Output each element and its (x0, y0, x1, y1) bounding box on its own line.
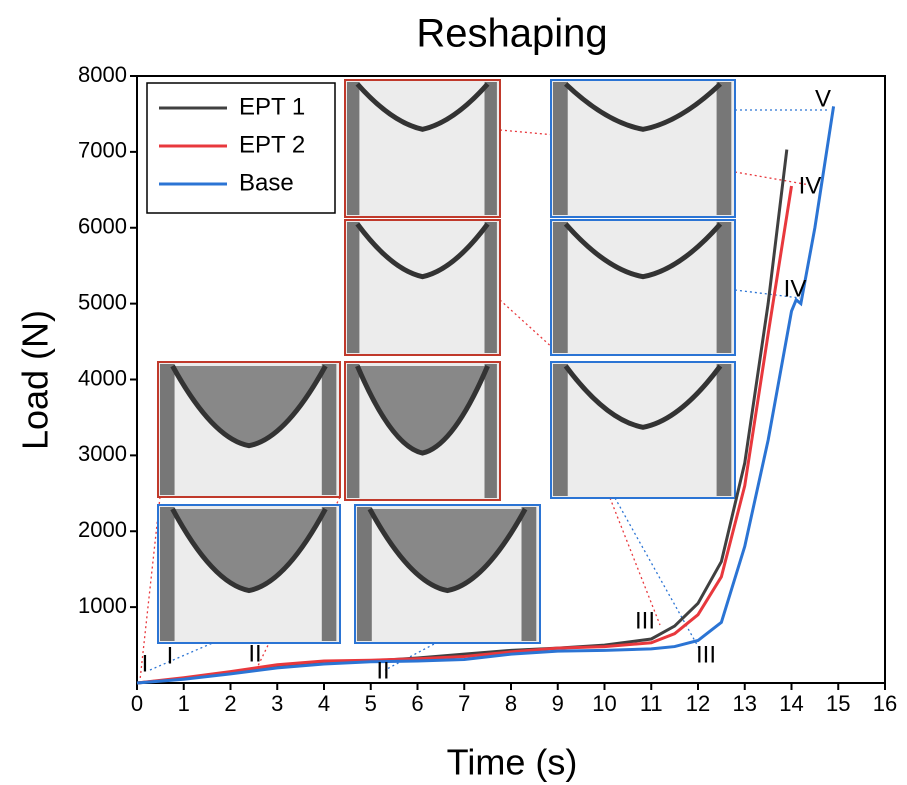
x-tick-label: 12 (686, 691, 710, 716)
inset-border (550, 79, 736, 218)
inset-border (157, 504, 341, 644)
y-tick-label: 8000 (78, 62, 127, 87)
inset-wall (347, 82, 360, 215)
y-tick-label: 3000 (78, 441, 127, 466)
x-tick-label: 13 (733, 691, 757, 716)
inset-wall (716, 82, 732, 215)
y-tick-label: 1000 (78, 593, 127, 618)
inset-wall (347, 364, 360, 498)
inset-wall (484, 222, 497, 353)
inset-bg (551, 80, 735, 217)
legend-label: EPT 2 (239, 131, 305, 158)
inset-shape (367, 507, 528, 594)
inset-border (354, 504, 541, 644)
x-tick-label: 0 (131, 691, 143, 716)
x-tick-label: 10 (592, 691, 616, 716)
inset-shape (355, 222, 490, 280)
x-tick-label: 16 (873, 691, 897, 716)
inset-wall (484, 82, 497, 215)
inset-wall (160, 364, 175, 495)
annotation: I (142, 650, 149, 677)
inset-image (550, 361, 736, 499)
inset-border (344, 79, 501, 218)
x-tick-label: 2 (224, 691, 236, 716)
inset-image (550, 79, 736, 218)
annotation: III (696, 641, 716, 668)
inset-shape (355, 82, 490, 132)
y-tick-label: 6000 (78, 214, 127, 239)
inset-wall (553, 364, 568, 496)
annotation: III (635, 607, 655, 634)
x-tick-label: 11 (640, 691, 663, 716)
inset-wall (347, 222, 360, 353)
inset-image (157, 361, 341, 498)
y-tick-label: 5000 (78, 289, 127, 314)
x-tick-label: 6 (411, 691, 423, 716)
inset-border (550, 361, 736, 499)
chart-title: Reshaping (416, 12, 607, 56)
inset-image (550, 219, 736, 356)
inset-image (344, 79, 501, 218)
x-tick-label: 8 (505, 691, 517, 716)
x-axis-label: Time (s) (447, 742, 578, 783)
y-tick-label: 2000 (78, 517, 127, 542)
annotation: I (167, 642, 174, 669)
inset-wall (357, 507, 372, 641)
annotation: V (815, 85, 831, 112)
inset-border (157, 361, 341, 498)
x-tick-label: 7 (458, 691, 470, 716)
annotation: II (248, 640, 261, 667)
inset-shape (563, 222, 723, 280)
inset-wall (553, 222, 568, 353)
data-line (136, 185, 793, 685)
annotation: IV (784, 275, 807, 302)
inset-shape (563, 82, 723, 132)
inset-wall (521, 507, 537, 641)
inset-shape (355, 365, 490, 456)
inset-image (344, 219, 501, 356)
annotation: IV (799, 172, 822, 199)
inset-shape (170, 364, 328, 449)
y-tick-label: 4000 (78, 365, 127, 390)
inset-wall (321, 507, 337, 641)
inset-image (157, 504, 341, 644)
y-axis-label: Load (N) (15, 310, 56, 450)
annotation: II (376, 657, 389, 684)
x-tick-label: 9 (552, 691, 564, 716)
x-tick-label: 4 (318, 691, 330, 716)
inset-shape (170, 507, 328, 594)
y-tick-label: 7000 (78, 138, 127, 163)
inset-wall (160, 507, 175, 641)
inset-border (344, 361, 501, 501)
x-tick-label: 1 (178, 691, 190, 716)
legend-box (146, 82, 336, 214)
inset-wall (321, 364, 337, 495)
inset-shape (563, 364, 723, 430)
x-tick-label: 14 (779, 691, 803, 716)
insets (157, 79, 736, 644)
inset-wall (716, 364, 732, 496)
inset-border (344, 219, 501, 356)
inset-wall (484, 364, 497, 498)
inset-image (354, 504, 541, 644)
x-tick-label: 5 (365, 691, 377, 716)
data-line (136, 106, 836, 685)
x-tick-label: 3 (271, 691, 283, 716)
legend-label: Base (239, 169, 294, 196)
inset-wall (716, 222, 732, 353)
inset-border (550, 219, 736, 356)
x-tick-label: 15 (826, 691, 850, 716)
legend-label: EPT 1 (239, 93, 305, 120)
inset-wall (553, 82, 568, 215)
inset-image (344, 361, 501, 501)
inset-bg (345, 80, 500, 217)
